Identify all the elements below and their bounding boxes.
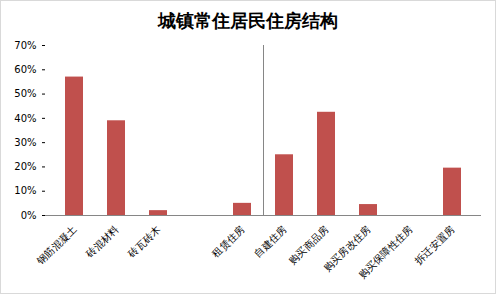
svg-text:40%: 40% xyxy=(14,113,36,124)
svg-text:60%: 60% xyxy=(14,64,36,75)
svg-text:20%: 20% xyxy=(14,161,36,172)
svg-text:租赁住房: 租赁住房 xyxy=(210,223,246,259)
svg-text:50%: 50% xyxy=(14,88,36,99)
svg-text:购买保障性住房: 购买保障性住房 xyxy=(357,223,414,280)
svg-text:自建住房: 自建住房 xyxy=(252,223,288,259)
svg-text:砖混材料: 砖混材料 xyxy=(83,223,120,260)
svg-text:拆迁安置房: 拆迁安置房 xyxy=(412,223,456,267)
svg-text:10%: 10% xyxy=(14,185,36,196)
svg-text:0%: 0% xyxy=(21,210,37,221)
html-text:城镇常住居民住房结构: 城镇常住居民住房结构 xyxy=(158,10,338,31)
svg-text:购买商品房: 购买商品房 xyxy=(287,223,330,266)
svg-text:钢筋混凝土: 钢筋混凝土 xyxy=(34,223,78,267)
svg-text:70%: 70% xyxy=(14,40,36,51)
svg-text:30%: 30% xyxy=(14,137,36,148)
svg-text:购买房改住房: 购买房改住房 xyxy=(322,223,373,274)
svg-text:砖瓦砖木: 砖瓦砖木 xyxy=(125,223,162,260)
